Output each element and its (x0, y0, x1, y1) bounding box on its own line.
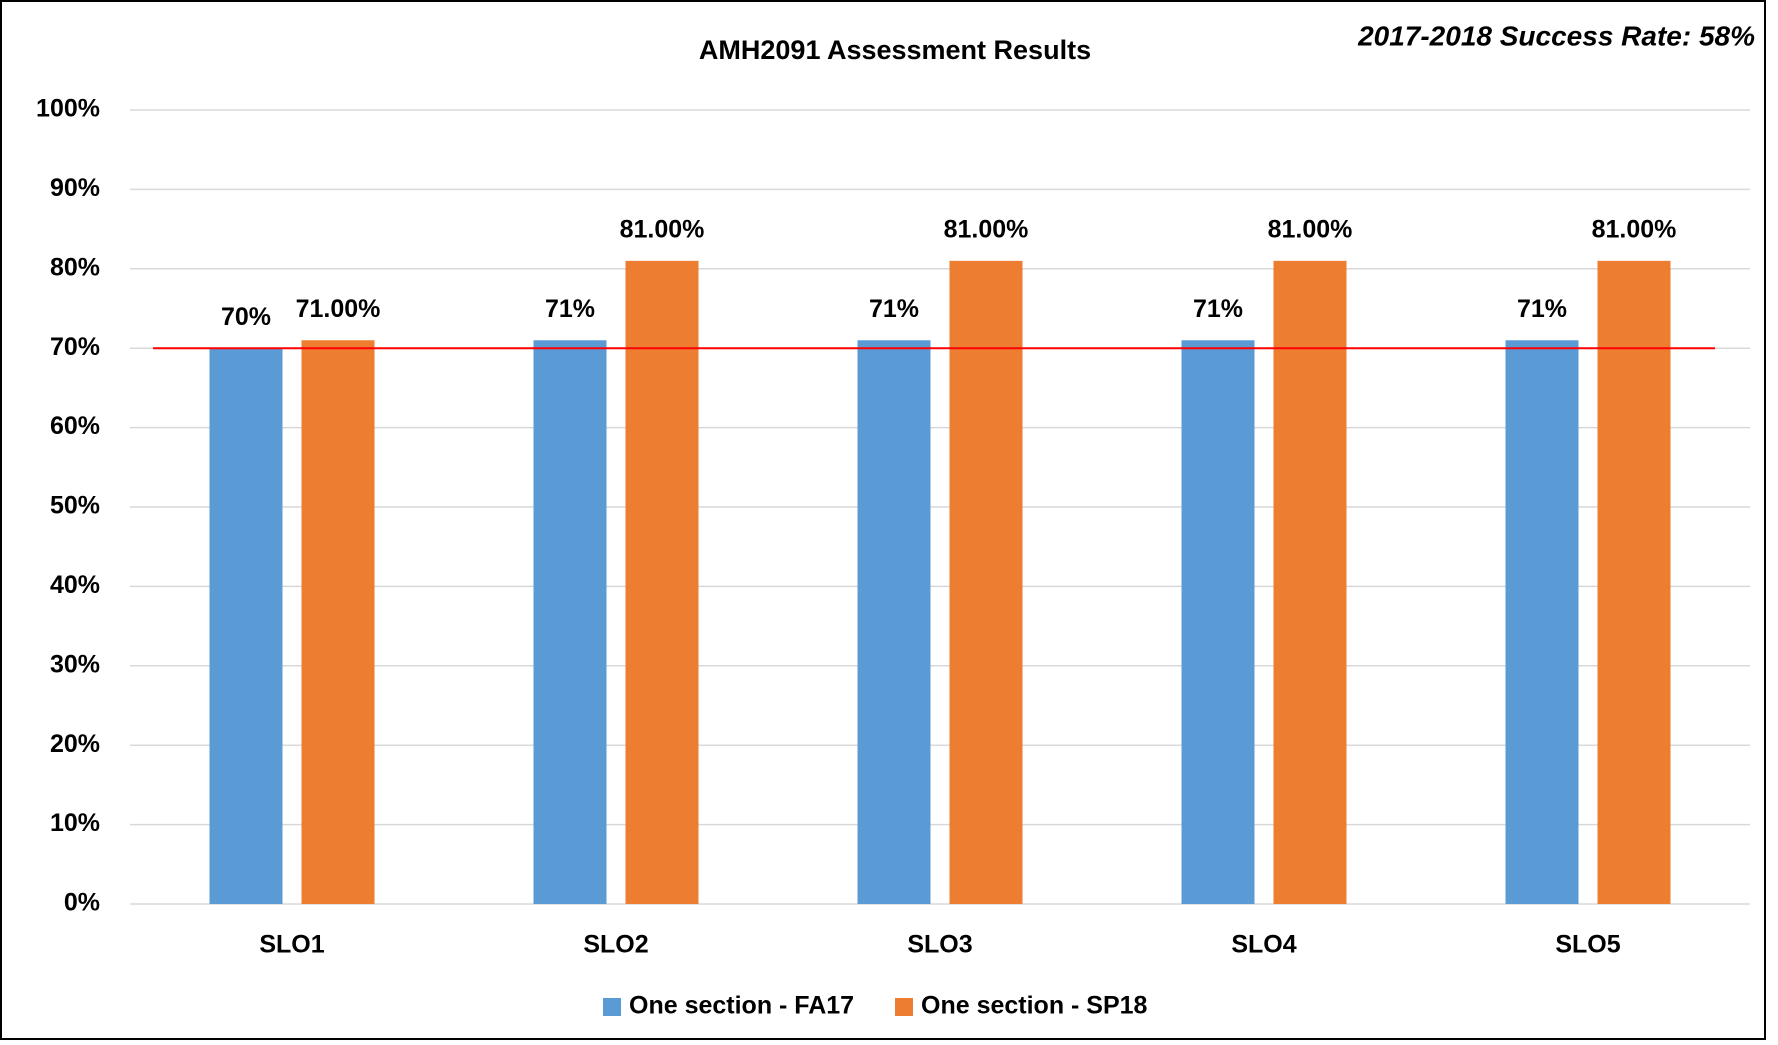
value-label: 81.00% (620, 215, 705, 243)
y-tick-label: 60% (50, 412, 100, 440)
legend-swatch (895, 998, 913, 1016)
y-tick-label: 80% (50, 253, 100, 281)
bar (625, 260, 699, 904)
value-label: 71% (545, 295, 595, 323)
y-tick-label: 30% (50, 650, 100, 678)
bar (533, 340, 607, 904)
y-tick-label: 50% (50, 492, 100, 520)
value-label: 81.00% (1268, 215, 1353, 243)
y-tick-label: 20% (50, 730, 100, 758)
bar (209, 348, 283, 904)
y-tick-label: 100% (36, 95, 100, 123)
y-tick-label: 90% (50, 174, 100, 202)
legend-label: One section - SP18 (921, 992, 1148, 1020)
y-tick-label: 40% (50, 571, 100, 599)
x-tick-label: SLO4 (1231, 931, 1296, 959)
bar (1597, 260, 1671, 904)
value-label: 81.00% (1592, 215, 1677, 243)
x-tick-label: SLO2 (583, 931, 648, 959)
bar (1505, 340, 1579, 904)
bar (301, 340, 375, 904)
value-label: 71% (1193, 295, 1243, 323)
value-label: 71.00% (296, 295, 381, 323)
x-tick-label: SLO3 (907, 931, 972, 959)
bar (1273, 260, 1347, 904)
y-tick-label: 10% (50, 809, 100, 837)
y-tick-label: 0% (64, 889, 100, 917)
value-label: 71% (1517, 295, 1567, 323)
legend-swatch (603, 998, 621, 1016)
x-tick-label: SLO5 (1555, 931, 1620, 959)
bar (1181, 340, 1255, 904)
bar (857, 340, 931, 904)
legend-label: One section - FA17 (629, 992, 854, 1020)
chart-title: AMH2091 Assessment Results (699, 35, 1091, 65)
value-label: 70% (221, 303, 271, 331)
annotation: 2017-2018 Success Rate: 58% (1357, 20, 1755, 51)
x-tick-label: SLO1 (259, 931, 324, 959)
value-label: 81.00% (944, 215, 1029, 243)
bar (949, 260, 1023, 904)
y-tick-label: 70% (50, 333, 100, 361)
value-label: 71% (869, 295, 919, 323)
